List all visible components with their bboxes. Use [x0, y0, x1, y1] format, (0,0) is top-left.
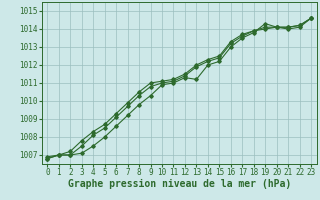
X-axis label: Graphe pression niveau de la mer (hPa): Graphe pression niveau de la mer (hPa)	[68, 179, 291, 189]
